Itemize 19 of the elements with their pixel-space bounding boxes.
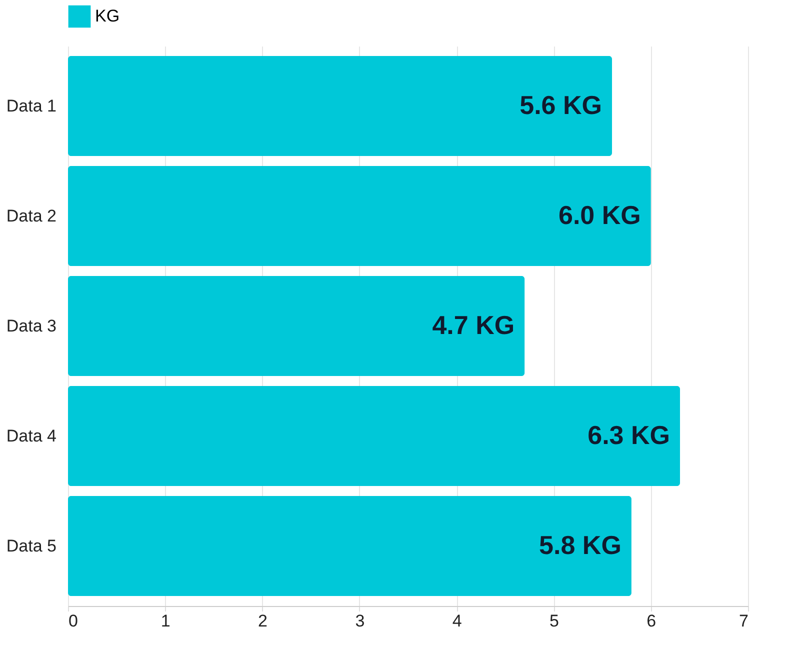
x-tick-label: 5 xyxy=(549,612,559,630)
x-tick-label: 1 xyxy=(160,612,170,630)
y-tick-label: Data 1 xyxy=(6,96,56,116)
x-tick-label: 2 xyxy=(258,612,268,630)
y-tick-label: Data 3 xyxy=(6,316,56,336)
y-tick-label: Data 4 xyxy=(6,426,56,446)
data-label: 5.6 KG xyxy=(520,90,602,120)
x-tick-label: 7 xyxy=(739,612,748,630)
legend-label: KG xyxy=(95,6,120,26)
data-label: 5.8 KG xyxy=(539,530,622,560)
y-tick-label: Data 2 xyxy=(6,206,56,226)
x-tick-label: 4 xyxy=(452,612,462,630)
data-label: 6.3 KG xyxy=(588,420,670,450)
x-tick-label: 0 xyxy=(68,612,78,630)
x-tick-label: 3 xyxy=(355,612,365,630)
y-tick-label: Data 5 xyxy=(6,536,56,556)
data-label: 4.7 KG xyxy=(432,310,515,340)
data-label: 6.0 KG xyxy=(558,200,641,230)
x-tick-label: 6 xyxy=(646,612,656,630)
